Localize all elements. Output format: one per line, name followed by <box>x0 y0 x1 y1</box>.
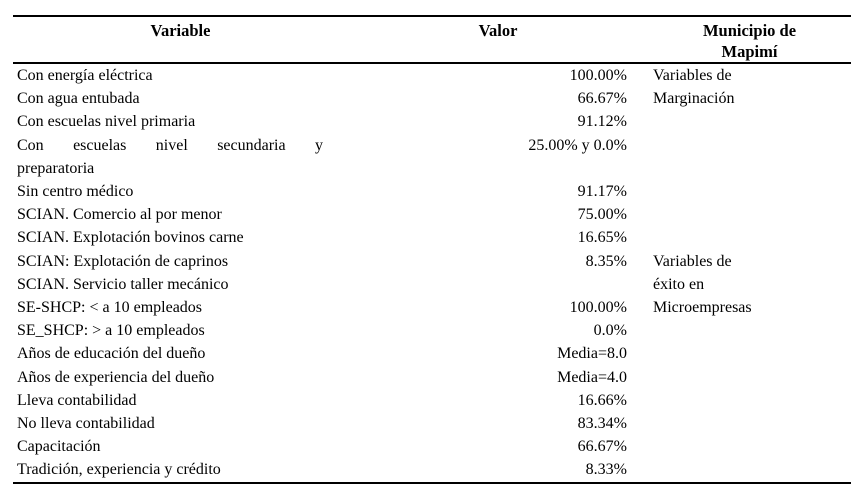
table-row: Capacitación 66.67% <box>13 435 851 458</box>
cell-variable: Sin centro médico <box>13 180 348 203</box>
table-row: Con escuelas nivel secundaria y preparato… <box>13 134 851 180</box>
cell-valor: 66.67% <box>577 438 627 456</box>
variable-line: SCIAN: Explotación de caprinos <box>17 252 229 270</box>
variable-line: Años de experiencia del dueño <box>17 368 215 386</box>
cell-variable: Con escuelas nivel secundaria y preparato… <box>13 134 348 180</box>
cell-municipio: Variables de <box>653 252 732 270</box>
cell-variable: Años de experiencia del dueño <box>13 366 348 389</box>
cell-municipio <box>648 203 851 226</box>
table-row: No lleva contabilidad 83.34% <box>13 412 851 435</box>
cell-municipio <box>648 180 851 203</box>
table-row: Sin centro médico 91.17% <box>13 180 851 203</box>
column-header-variable: Variable <box>13 16 348 64</box>
cell-valor: 25.00% y 0.0% <box>528 136 627 154</box>
cell-municipio <box>648 226 851 249</box>
cell-variable: Años de educación del dueño <box>13 342 348 365</box>
header-row: Variable Valor Municipio de Mapimí <box>13 16 851 64</box>
table-row: Años de educación del dueño Media=8.0 <box>13 342 851 365</box>
cell-municipio <box>648 110 851 133</box>
variable-line: Años de educación del dueño <box>17 345 206 363</box>
variable-line: Capacitación <box>17 438 101 456</box>
variable-line: Con agua entubada <box>17 90 140 108</box>
cell-valor: Media=4.0 <box>557 368 627 386</box>
cell-municipio: Variables de <box>653 67 732 84</box>
cell-valor: 8.33% <box>585 461 627 479</box>
cell-variable: SE_SHCP: > a 10 empleados <box>13 319 348 342</box>
cell-variable: Capacitación <box>13 435 348 458</box>
cell-municipio: Microempresas <box>653 299 752 317</box>
cell-municipio: Marginación <box>653 90 735 108</box>
table-row: Con energía eléctrica 100.00% Variables … <box>13 63 851 87</box>
variable-line: SE-SHCP: < a 10 empleados <box>17 299 203 317</box>
cell-valor: 100.00% <box>569 299 627 317</box>
table-body: Con energía eléctrica 100.00% Variables … <box>13 63 851 483</box>
cell-municipio <box>648 412 851 435</box>
cell-municipio <box>648 366 851 389</box>
cell-municipio <box>648 458 851 482</box>
cell-valor: 75.00% <box>577 206 627 224</box>
cell-variable: SCIAN. Comercio al por menor <box>13 203 348 226</box>
cell-valor: 0.0% <box>593 322 627 340</box>
variable-line: Sin centro médico <box>17 183 134 201</box>
cell-variable: Tradición, experiencia y crédito <box>13 458 348 482</box>
cell-municipio <box>648 319 851 342</box>
column-header-municipio: Municipio de Mapimí <box>648 16 851 64</box>
cell-variable: SCIAN. Servicio taller mecánico <box>13 273 348 296</box>
cell-valor: 91.17% <box>577 183 627 201</box>
variable-line: Con energía eléctrica <box>17 67 153 84</box>
table-row: Tradición, experiencia y crédito 8.33% <box>13 458 851 482</box>
table-row: SCIAN: Explotación de caprinos 8.35% Var… <box>13 250 851 273</box>
variable-line: Con escuelas nivel secundaria y <box>17 136 323 154</box>
variable-line: SE_SHCP: > a 10 empleados <box>17 322 205 340</box>
table-row: Con agua entubada 66.67% Marginación <box>13 87 851 110</box>
table-row: Años de experiencia del dueño Media=4.0 <box>13 366 851 389</box>
table-row: Con escuelas nivel primaria 91.12% <box>13 110 851 133</box>
cell-variable: SE-SHCP: < a 10 empleados <box>13 296 348 319</box>
cell-valor: 66.67% <box>577 90 627 108</box>
column-header-municipio-label: Municipio de Mapimí <box>702 21 797 61</box>
cell-variable: Con energía eléctrica <box>13 63 348 87</box>
cell-valor: Media=8.0 <box>557 345 627 363</box>
column-header-valor: Valor <box>348 16 648 64</box>
variable-line: preparatoria <box>17 159 95 177</box>
cell-variable: No lleva contabilidad <box>13 412 348 435</box>
cell-municipio <box>648 134 851 180</box>
variable-line: SCIAN. Comercio al por menor <box>17 206 222 224</box>
table-row: SCIAN. Servicio taller mecánico éxito en <box>13 273 851 296</box>
column-header-valor-label: Valor <box>478 21 518 40</box>
column-header-variable-label: Variable <box>150 21 211 40</box>
variable-line: SCIAN. Explotación bovinos carne <box>17 229 244 247</box>
cell-valor: 16.66% <box>577 391 627 409</box>
table-row: SE_SHCP: > a 10 empleados 0.0% <box>13 319 851 342</box>
cell-valor: 16.65% <box>577 229 627 247</box>
cell-variable: Lleva contabilidad <box>13 389 348 412</box>
cell-variable: Con escuelas nivel primaria <box>13 110 348 133</box>
variable-line: SCIAN. Servicio taller mecánico <box>17 275 229 293</box>
variable-line: No lleva contabilidad <box>17 415 155 433</box>
cell-valor: 91.12% <box>577 113 627 131</box>
table-row: SCIAN. Explotación bovinos carne 16.65% <box>13 226 851 249</box>
cell-municipio <box>648 342 851 365</box>
table-row: SE-SHCP: < a 10 empleados 100.00% Microe… <box>13 296 851 319</box>
cell-valor: 100.00% <box>569 67 627 84</box>
cell-valor <box>348 273 648 296</box>
cell-variable: SCIAN: Explotación de caprinos <box>13 250 348 273</box>
cell-municipio: éxito en <box>653 275 705 293</box>
cell-valor: 83.34% <box>577 415 627 433</box>
variable-line: Tradición, experiencia y crédito <box>17 461 221 479</box>
variable-line: Lleva contabilidad <box>17 391 137 409</box>
cell-municipio <box>648 435 851 458</box>
results-table: Variable Valor Municipio de Mapimí Con e… <box>13 15 851 484</box>
cell-variable: SCIAN. Explotación bovinos carne <box>13 226 348 249</box>
cell-valor: 8.35% <box>585 252 627 270</box>
table-row: Lleva contabilidad 16.66% <box>13 389 851 412</box>
cell-variable: Con agua entubada <box>13 87 348 110</box>
variable-line: Con escuelas nivel primaria <box>17 113 196 131</box>
table-header: Variable Valor Municipio de Mapimí <box>13 16 851 64</box>
cell-municipio <box>648 389 851 412</box>
table-row: SCIAN. Comercio al por menor 75.00% <box>13 203 851 226</box>
